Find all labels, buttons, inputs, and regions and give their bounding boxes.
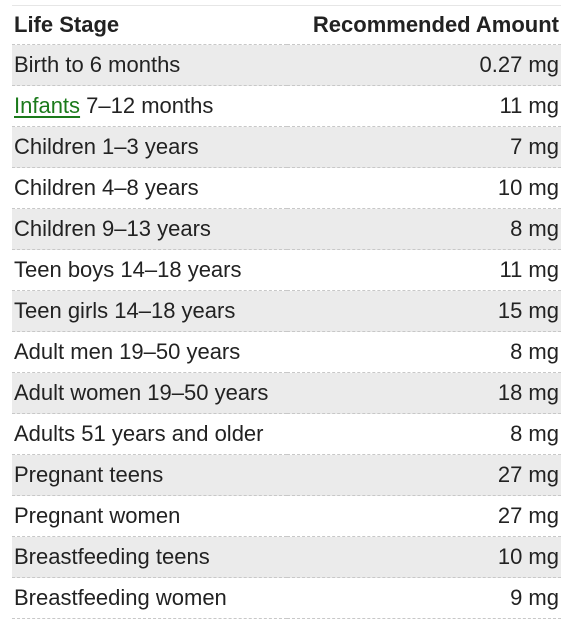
amount-cell: 8 mg [510, 216, 559, 241]
table-row: Adult women 19–50 years 18 mg [12, 372, 561, 414]
amount-cell: 10 mg [497, 175, 559, 200]
life-stage-cell: Pregnant women [14, 503, 181, 528]
table-row: Breastfeeding women 9 mg [12, 577, 561, 619]
life-stage-cell: Infants 7–12 months [12, 86, 287, 127]
table-row: Children 4–8 years 10 mg [12, 167, 561, 209]
header-life-stage: Life Stage [14, 12, 120, 37]
amount-cell: 0.27 mg [479, 52, 560, 77]
table-row: Adult men 19–50 years 8 mg [12, 331, 561, 373]
table-row: Teen girls 14–18 years 15 mg [12, 290, 561, 332]
amount-cell: 11 mg [499, 93, 559, 118]
amount-cell: 7 mg [510, 134, 559, 159]
life-stage-cell: Adult men 19–50 years [14, 339, 241, 364]
table-body: Birth to 6 months 0.27 mg Infants 7–12 m… [12, 44, 561, 619]
life-stage-cell: Breastfeeding women [14, 585, 227, 610]
table-row: Adults 51 years and older 8 mg [12, 413, 561, 455]
table-row: Teen boys 14–18 years 11 mg [12, 249, 561, 291]
table-row: Pregnant women 27 mg [12, 495, 561, 537]
life-stage-cell: Breastfeeding teens [14, 544, 210, 569]
table-row: Breastfeeding teens 10 mg [12, 536, 561, 578]
life-stage-cell: Teen boys 14–18 years [14, 257, 242, 282]
table-row: Children 9–13 years 8 mg [12, 208, 561, 250]
life-stage-cell: Birth to 6 months [14, 52, 181, 77]
life-stage-cell: Adults 51 years and older [14, 421, 264, 446]
amount-cell: 15 mg [497, 298, 559, 323]
amount-cell: 9 mg [510, 585, 559, 610]
life-stage-cell: Children 4–8 years [14, 175, 199, 200]
recommended-amount-table-container: Life Stage Recommended Amount Birth to 6… [12, 5, 561, 619]
life-stage-cell: Teen girls 14–18 years [14, 298, 236, 323]
life-stage-text: 7–12 months [80, 93, 214, 118]
life-stage-cell: Adult women 19–50 years [14, 380, 269, 405]
header-recommended-amount: Recommended Amount [312, 12, 559, 37]
recommended-amount-table: Life Stage Recommended Amount Birth to 6… [12, 5, 561, 619]
table-header: Life Stage Recommended Amount [12, 5, 561, 45]
life-stage-cell: Pregnant teens [14, 462, 164, 487]
infants-link[interactable]: Infants [14, 93, 81, 118]
amount-cell: 8 mg [510, 339, 559, 364]
amount-cell: 27 mg [497, 462, 559, 487]
amount-cell: 18 mg [497, 380, 559, 405]
amount-cell: 27 mg [497, 503, 559, 528]
amount-cell: 10 mg [497, 544, 559, 569]
life-stage-cell: Children 9–13 years [14, 216, 211, 241]
life-stage-cell: Children 1–3 years [14, 134, 199, 159]
table-row: Pregnant teens 27 mg [12, 454, 561, 496]
amount-cell: 8 mg [510, 421, 559, 446]
header-row: Life Stage Recommended Amount [12, 5, 561, 45]
table-row: Birth to 6 months 0.27 mg [12, 44, 561, 86]
table-row: Infants 7–12 months 11 mg [12, 85, 561, 127]
amount-cell: 11 mg [499, 257, 559, 282]
table-row: Children 1–3 years 7 mg [12, 126, 561, 168]
